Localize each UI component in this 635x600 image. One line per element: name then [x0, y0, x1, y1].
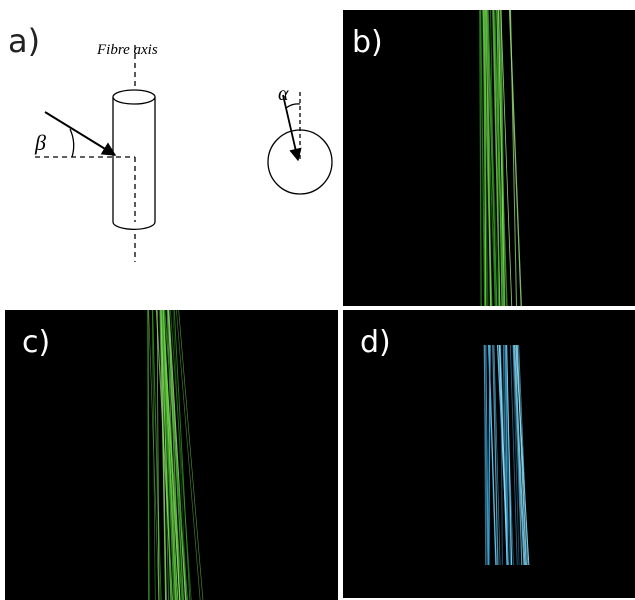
axis-label: Fibre axis: [96, 42, 158, 58]
alpha-label: α: [278, 83, 289, 105]
panel-label: b): [352, 25, 383, 60]
beta-label: β: [34, 130, 46, 155]
panel-label: a): [8, 22, 40, 60]
cylinder-body: [113, 97, 155, 229]
cylinder-top: [113, 90, 155, 104]
panel-label: c): [22, 325, 50, 360]
cross-section: [268, 130, 332, 194]
page: a) Fibre axis β α b) c) d) (() => { cons…: [0, 0, 635, 600]
figure: a) Fibre axis β α b) c) d): [0, 0, 635, 600]
panel-label: d): [360, 325, 391, 360]
